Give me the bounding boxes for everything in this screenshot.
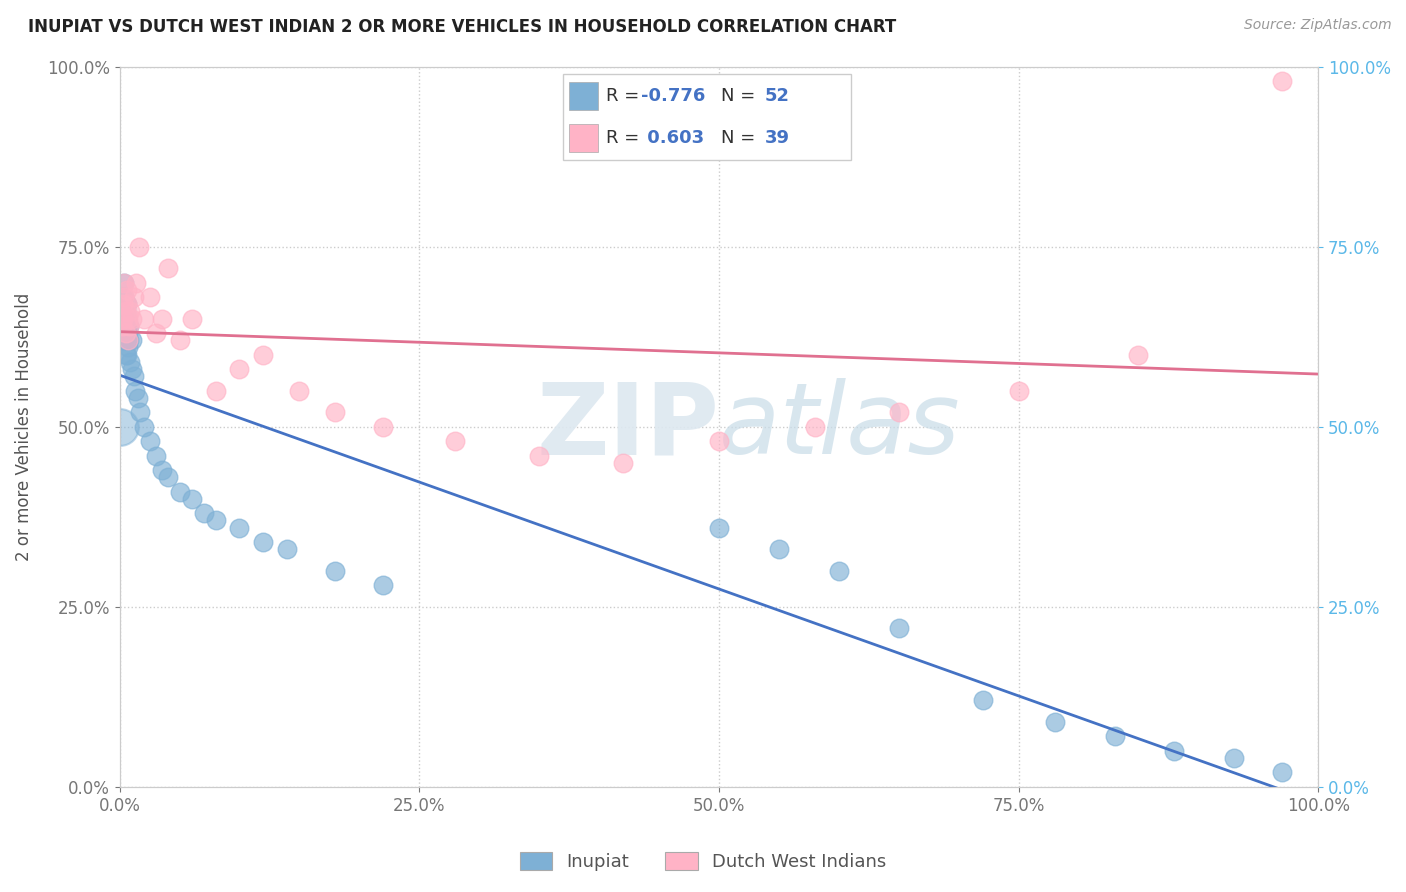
Point — [193, 506, 215, 520]
Point — [325, 405, 347, 419]
Point — [1163, 744, 1185, 758]
Point — [114, 348, 136, 362]
Point — [180, 491, 202, 506]
Point — [115, 297, 138, 311]
Point — [228, 520, 250, 534]
Point — [169, 484, 191, 499]
Point — [228, 362, 250, 376]
Point — [127, 391, 149, 405]
Point — [112, 276, 135, 290]
Point — [169, 333, 191, 347]
Point — [1104, 730, 1126, 744]
Point — [114, 304, 136, 318]
Point — [121, 362, 143, 376]
Point — [120, 355, 142, 369]
Point — [117, 326, 139, 340]
Point — [804, 419, 827, 434]
Point — [115, 333, 138, 347]
Point — [122, 290, 145, 304]
Point — [114, 326, 136, 340]
Point — [768, 542, 790, 557]
Y-axis label: 2 or more Vehicles in Household: 2 or more Vehicles in Household — [15, 293, 32, 561]
Point — [128, 240, 150, 254]
Point — [118, 318, 141, 333]
Point — [118, 333, 141, 347]
Point — [117, 341, 139, 355]
Point — [1128, 348, 1150, 362]
Point — [110, 318, 132, 333]
Point — [112, 290, 135, 304]
Text: Source: ZipAtlas.com: Source: ZipAtlas.com — [1244, 18, 1392, 32]
Point — [707, 434, 730, 449]
Point — [121, 333, 143, 347]
Point — [115, 283, 138, 297]
Point — [373, 419, 395, 434]
Point — [180, 311, 202, 326]
Text: INUPIAT VS DUTCH WEST INDIAN 2 OR MORE VEHICLES IN HOUSEHOLD CORRELATION CHART: INUPIAT VS DUTCH WEST INDIAN 2 OR MORE V… — [28, 18, 897, 36]
Point — [972, 693, 994, 707]
Point — [112, 326, 135, 340]
Point — [132, 419, 155, 434]
Point — [1271, 765, 1294, 780]
Point — [111, 318, 134, 333]
Point — [1223, 751, 1246, 765]
Point — [527, 449, 550, 463]
Point — [114, 318, 136, 333]
Point — [111, 333, 134, 347]
Point — [252, 535, 274, 549]
Point — [114, 304, 136, 318]
Point — [112, 333, 135, 347]
Point — [108, 419, 131, 434]
Point — [138, 434, 160, 449]
Point — [828, 564, 851, 578]
Point — [111, 304, 134, 318]
Point — [204, 513, 226, 527]
Point — [115, 348, 138, 362]
Legend: Inupiat, Dutch West Indians: Inupiat, Dutch West Indians — [512, 845, 894, 879]
Point — [288, 384, 311, 398]
Point — [112, 290, 135, 304]
Point — [117, 333, 139, 347]
Point — [1007, 384, 1029, 398]
Point — [150, 463, 173, 477]
Point — [276, 542, 298, 557]
Point — [612, 456, 634, 470]
Point — [325, 564, 347, 578]
Point — [117, 311, 139, 326]
Point — [887, 405, 910, 419]
Point — [373, 578, 395, 592]
Point — [112, 276, 135, 290]
Point — [125, 276, 148, 290]
Point — [1043, 714, 1066, 729]
Point — [707, 520, 730, 534]
Text: atlas: atlas — [718, 378, 960, 475]
Point — [120, 304, 142, 318]
Point — [112, 311, 135, 326]
Point — [150, 311, 173, 326]
Point — [204, 384, 226, 398]
Point — [112, 311, 135, 326]
Point — [112, 290, 135, 304]
Point — [145, 449, 167, 463]
Point — [124, 384, 146, 398]
Point — [252, 348, 274, 362]
Point — [156, 261, 179, 276]
Point — [115, 297, 138, 311]
Point — [132, 311, 155, 326]
Point — [122, 369, 145, 384]
Point — [444, 434, 467, 449]
Point — [138, 290, 160, 304]
Point — [887, 621, 910, 635]
Point — [129, 405, 152, 419]
Point — [156, 470, 179, 484]
Point — [145, 326, 167, 340]
Point — [112, 311, 135, 326]
Text: ZIP: ZIP — [536, 378, 718, 475]
Point — [115, 311, 138, 326]
Point — [121, 311, 143, 326]
Point — [118, 318, 141, 333]
Point — [1271, 74, 1294, 88]
Point — [112, 297, 135, 311]
